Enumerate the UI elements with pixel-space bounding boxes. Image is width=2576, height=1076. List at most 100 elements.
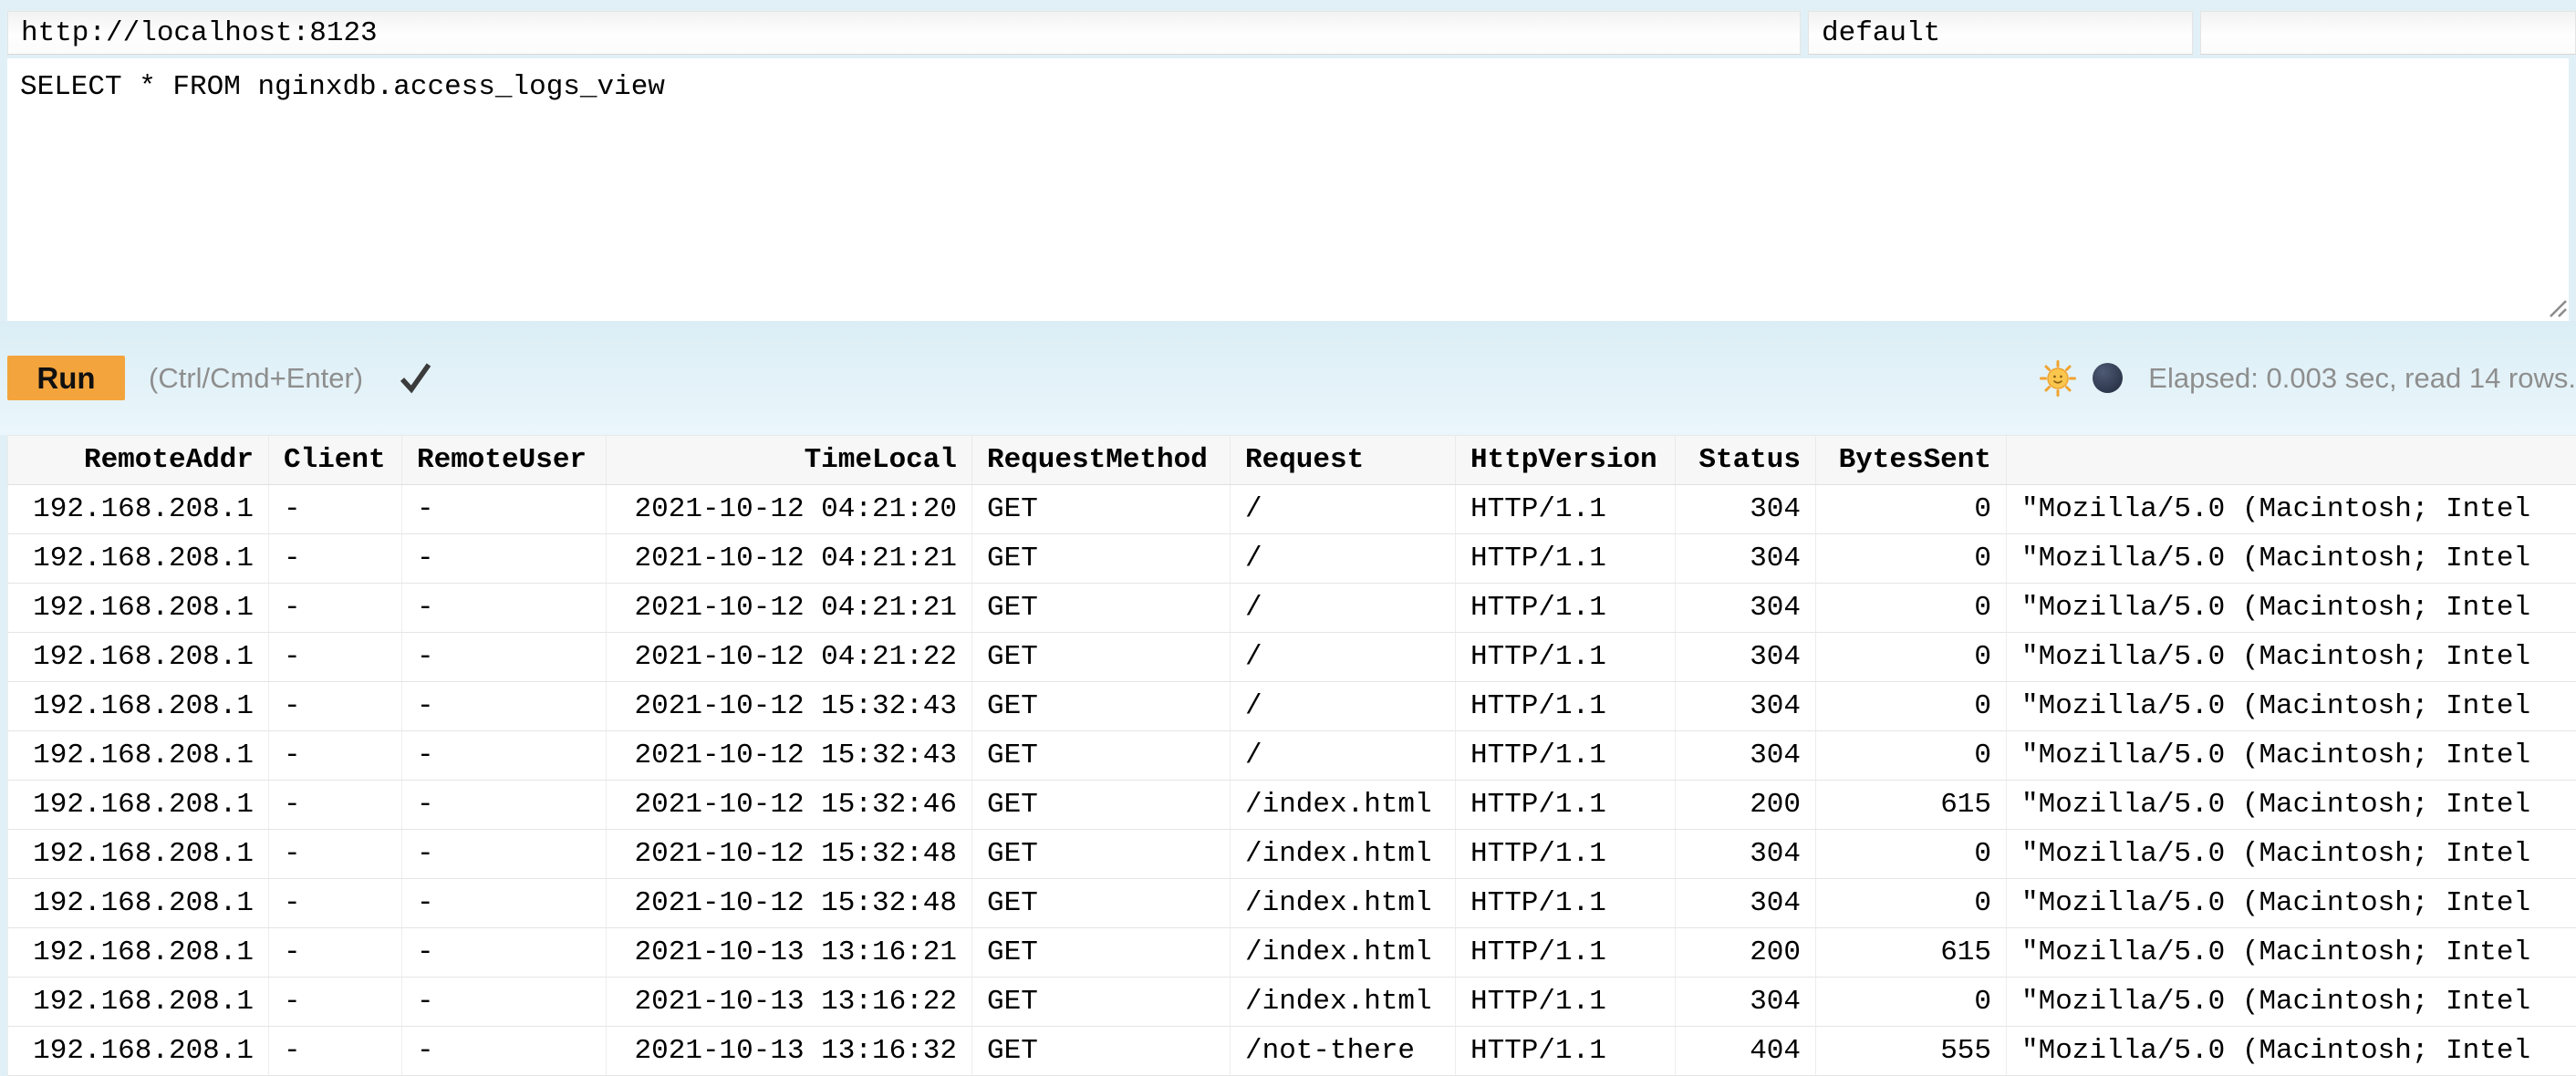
run-button[interactable]: Run — [7, 356, 125, 400]
table-cell: 2021-10-12 15:32:46 — [606, 780, 972, 830]
table-cell: / — [1230, 484, 1456, 534]
table-row: 192.168.208.1- -2021-10-13 13:16:21 GET/in… — [7, 927, 2576, 978]
table-row: 192.168.208.1- -2021-10-12 15:32:48 GET/in… — [7, 829, 2576, 879]
table-cell: 2021-10-13 13:16:21 — [606, 927, 972, 978]
table-cell: 192.168.208.1 — [7, 533, 269, 584]
table-cell: "Mozilla/5.0 (Macintosh; Intel — [2006, 484, 2576, 534]
dark-theme-moon-icon[interactable] — [2091, 361, 2124, 395]
table-cell: 2021-10-12 04:21:20 — [606, 484, 972, 534]
table-cell: 192.168.208.1 — [7, 878, 269, 928]
table-cell: 200 — [1675, 780, 1816, 830]
table-row: 192.168.208.1- -2021-10-12 04:21:21 GET / HT… — [7, 583, 2576, 633]
table-cell: 2021-10-13 13:16:32 — [606, 1026, 972, 1076]
table-cell: - — [401, 484, 607, 534]
query-success-check-icon — [398, 359, 434, 398]
username-input[interactable] — [1808, 11, 2193, 55]
column-header: RemoteAddr — [7, 435, 269, 485]
table-cell: 304 — [1675, 730, 1816, 781]
column-header: RemoteUser — [401, 435, 607, 485]
table-cell: GET — [971, 484, 1231, 534]
table-cell: /index.html — [1230, 829, 1456, 879]
results-table: RemoteAddr Client RemoteUser TimeLocal Reque… — [7, 435, 2576, 1076]
table-cell: GET — [971, 533, 1231, 584]
table-cell: HTTP/1.1 — [1455, 927, 1676, 978]
table-cell: 192.168.208.1 — [7, 780, 269, 830]
table-cell: 0 — [1815, 829, 2007, 879]
table-cell: 2021-10-12 04:21:22 — [606, 632, 972, 682]
table-cell: 555 — [1815, 1026, 2007, 1076]
table-cell: 192.168.208.1 — [7, 977, 269, 1027]
table-cell: - — [268, 780, 402, 830]
table-cell: - — [268, 681, 402, 731]
table-cell: 200 — [1675, 927, 1816, 978]
table-cell: /index.html — [1230, 780, 1456, 830]
table-row: 192.168.208.1- -2021-10-12 15:32:43 GET / HT… — [7, 730, 2576, 781]
table-cell: 304 — [1675, 681, 1816, 731]
table-cell: - — [401, 829, 607, 879]
table-cell: 192.168.208.1 — [7, 829, 269, 879]
table-cell: "Mozilla/5.0 (Macintosh; Intel — [2006, 583, 2576, 633]
table-cell: - — [401, 632, 607, 682]
table-cell: HTTP/1.1 — [1455, 829, 1676, 879]
table-cell: HTTP/1.1 — [1455, 1026, 1676, 1076]
table-row: 192.168.208.1- -2021-10-13 13:16:32 GET/no… — [7, 1026, 2576, 1076]
table-cell: - — [268, 829, 402, 879]
table-cell: 2021-10-12 15:32:43 — [606, 730, 972, 781]
table-cell: 192.168.208.1 — [7, 583, 269, 633]
table-cell: HTTP/1.1 — [1455, 632, 1676, 682]
table-row: 192.168.208.1- -2021-10-13 13:16:22 GET/in… — [7, 977, 2576, 1027]
table-cell: GET — [971, 583, 1231, 633]
table-cell: - — [268, 730, 402, 781]
table-cell: 0 — [1815, 484, 2007, 534]
table-cell: / — [1230, 533, 1456, 584]
run-toolbar: Run (Ctrl/Cmd+Enter) — [0, 321, 2576, 435]
table-cell: 2021-10-12 15:32:48 — [606, 878, 972, 928]
table-cell: HTTP/1.1 — [1455, 583, 1676, 633]
table-cell: 615 — [1815, 927, 2007, 978]
table-cell: / — [1230, 681, 1456, 731]
table-cell: - — [401, 878, 607, 928]
table-cell: 304 — [1675, 977, 1816, 1027]
table-cell: "Mozilla/5.0 (Macintosh; Intel — [2006, 878, 2576, 928]
table-header-row: RemoteAddr Client RemoteUser TimeLocal Reque… — [7, 435, 2576, 485]
table-cell: 2021-10-12 15:32:43 — [606, 681, 972, 731]
table-cell: / — [1230, 730, 1456, 781]
table-cell: 304 — [1675, 829, 1816, 879]
table-cell: /index.html — [1230, 878, 1456, 928]
table-cell: 0 — [1815, 730, 2007, 781]
textarea-resize-grip-icon[interactable] — [2541, 292, 2571, 321]
table-cell: 0 — [1815, 681, 2007, 731]
table-cell: 0 — [1815, 533, 2007, 584]
table-cell: 304 — [1675, 533, 1816, 584]
table-cell: - — [401, 780, 607, 830]
shortcut-hint: (Ctrl/Cmd+Enter) — [149, 361, 364, 394]
table-cell: 304 — [1675, 583, 1816, 633]
table-cell: HTTP/1.1 — [1455, 533, 1676, 584]
table-cell: "Mozilla/5.0 (Macintosh; Intel — [2006, 730, 2576, 781]
table-cell: HTTP/1.1 — [1455, 780, 1676, 830]
table-cell: HTTP/1.1 — [1455, 730, 1676, 781]
table-cell: GET — [971, 829, 1231, 879]
table-cell: GET — [971, 681, 1231, 731]
table-cell: - — [268, 484, 402, 534]
table-cell: 2021-10-13 13:16:22 — [606, 977, 972, 1027]
table-cell: /not-there — [1230, 1026, 1456, 1076]
column-header — [2006, 435, 2576, 485]
column-header: BytesSent — [1815, 435, 2007, 485]
light-theme-sun-icon[interactable] — [2040, 359, 2077, 397]
password-input[interactable] — [2200, 11, 2576, 55]
server-url-input[interactable] — [7, 11, 1801, 55]
column-header: Client — [268, 435, 402, 485]
table-cell: - — [268, 878, 402, 928]
table-row: 192.168.208.1- -2021-10-12 15:32:48 GET/in… — [7, 878, 2576, 928]
table-cell: - — [401, 730, 607, 781]
column-header: TimeLocal — [606, 435, 972, 485]
table-cell: / — [1230, 632, 1456, 682]
query-editor[interactable]: SELECT * FROM nginxdb.access_logs_view — [7, 58, 2569, 321]
table-cell: - — [268, 977, 402, 1027]
table-cell: GET — [971, 632, 1231, 682]
table-cell: - — [401, 533, 607, 584]
table-cell: 192.168.208.1 — [7, 1026, 269, 1076]
table-cell: 192.168.208.1 — [7, 927, 269, 978]
table-cell: - — [268, 583, 402, 633]
